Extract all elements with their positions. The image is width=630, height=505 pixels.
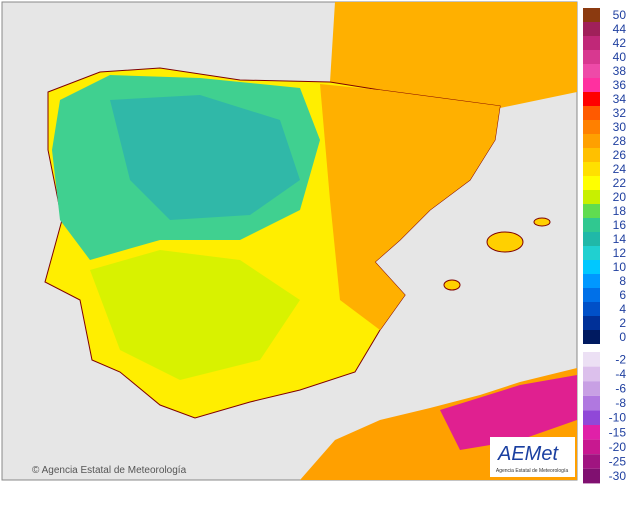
- legend-swatch: [583, 190, 600, 204]
- legend-swatch: [583, 288, 600, 302]
- menorca: [533, 217, 551, 227]
- legend-swatch: [583, 330, 600, 344]
- legend-swatch: [583, 92, 600, 106]
- legend-label: 40: [613, 50, 627, 64]
- legend-label: 42: [613, 36, 627, 50]
- legend-label: 22: [613, 176, 627, 190]
- legend-label: 14: [613, 232, 627, 246]
- legend-label: 24: [613, 162, 627, 176]
- legend-swatch: [583, 134, 600, 148]
- legend-label: 8: [619, 274, 626, 288]
- plateau-cool: [110, 95, 300, 220]
- legend-swatch: [583, 218, 600, 232]
- mallorca: [486, 231, 524, 253]
- legend-swatch: [583, 50, 600, 64]
- legend-label: 34: [613, 92, 627, 106]
- legend-swatch: [583, 120, 600, 134]
- legend-label: 0: [619, 330, 626, 344]
- legend-swatch: [583, 8, 600, 22]
- legend-swatch: [583, 78, 600, 92]
- legend-swatch: [583, 352, 600, 367]
- legend-swatch: [583, 246, 600, 260]
- legend-label: 36: [613, 78, 627, 92]
- legend-label: 38: [613, 64, 627, 78]
- legend-label: 44: [613, 22, 627, 36]
- legend-label: -30: [609, 469, 627, 483]
- legend-swatch: [583, 366, 600, 382]
- logo-box: [490, 437, 575, 477]
- legend-label: -4: [615, 367, 626, 381]
- legend-label: -10: [609, 411, 627, 425]
- legend-swatch: [583, 454, 600, 469]
- logo-subtitle: Agencia Estatal de Meteorología: [496, 468, 568, 474]
- legend-swatch: [583, 439, 600, 455]
- legend-label: -20: [609, 440, 627, 454]
- legend-swatch: [583, 381, 600, 396]
- legend-label: 2: [619, 316, 626, 330]
- legend-label: -8: [615, 396, 626, 410]
- legend-swatch: [583, 232, 600, 246]
- legend-label: -2: [615, 352, 626, 366]
- legend-swatch: [583, 316, 600, 330]
- legend-swatch: [583, 64, 600, 78]
- ibiza: [443, 279, 461, 291]
- legend-swatch: [583, 162, 600, 176]
- legend-swatch: [583, 204, 600, 218]
- credit: © Agencia Estatal de Meteorología: [32, 465, 187, 476]
- legend-swatch: [583, 260, 600, 274]
- legend-label: -25: [609, 455, 627, 469]
- east-warm: [320, 84, 500, 330]
- legend-swatch: [583, 106, 600, 120]
- logo-name: AEMet: [497, 443, 559, 465]
- legend-label: 12: [613, 246, 627, 260]
- legend-label: 20: [613, 190, 627, 204]
- atlas-hot: [440, 375, 577, 450]
- legend-label: 26: [613, 148, 627, 162]
- legend-swatch: [583, 468, 600, 484]
- legend-swatch: [583, 274, 600, 288]
- legend-label: 10: [613, 260, 627, 274]
- legend-label: 32: [613, 106, 627, 120]
- legend-label: -15: [609, 425, 627, 439]
- legend-swatch: [583, 36, 600, 50]
- legend-swatch: [583, 302, 600, 316]
- legend-label: 18: [613, 204, 627, 218]
- legend-swatch: [583, 395, 600, 411]
- legend-label: 4: [619, 302, 626, 316]
- legend-swatch: [583, 425, 600, 440]
- legend-label: 6: [619, 288, 626, 302]
- legend-swatch: [583, 148, 600, 162]
- legend-swatch: [583, 410, 600, 425]
- legend-label: 16: [613, 218, 627, 232]
- legend: 5044424038363432302826242220181614121086…: [583, 8, 627, 484]
- south-mild: [90, 250, 300, 380]
- legend-label: 28: [613, 134, 627, 148]
- france: [330, 2, 577, 108]
- legend-swatch: [583, 22, 600, 36]
- legend-swatch: [583, 176, 600, 190]
- legend-label: -6: [615, 382, 626, 396]
- legend-label: 30: [613, 120, 627, 134]
- legend-label: 50: [613, 8, 627, 22]
